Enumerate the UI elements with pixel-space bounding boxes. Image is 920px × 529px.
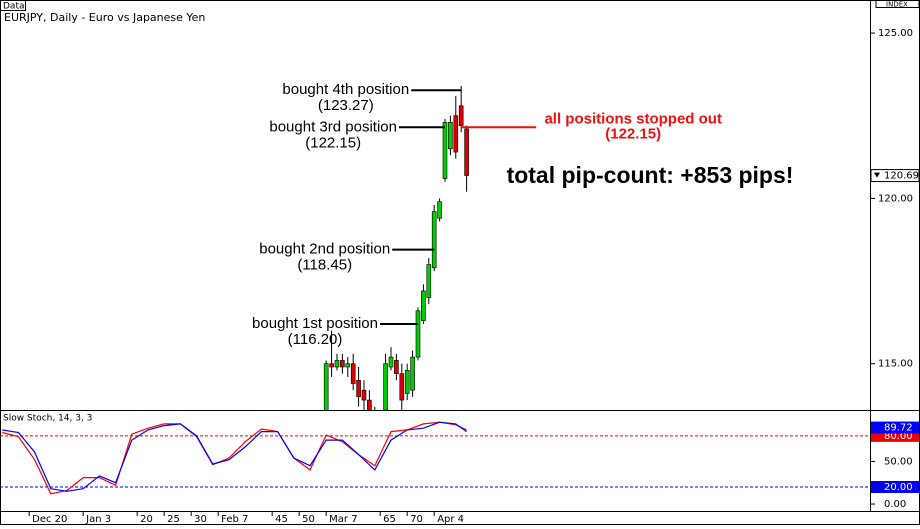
candle-body bbox=[329, 363, 334, 368]
annotation-label: bought 1st position bbox=[252, 315, 378, 332]
data-tab[interactable] bbox=[0, 0, 26, 11]
x-tick-label: Dec 20 bbox=[32, 514, 67, 525]
level-box bbox=[871, 480, 919, 493]
candle-body bbox=[323, 363, 329, 410]
y-tick-label: 115.00 bbox=[878, 359, 913, 370]
annotation-price: (123.27) bbox=[318, 97, 374, 114]
x-tick-label: 20 bbox=[140, 514, 153, 525]
candle-body bbox=[431, 211, 437, 269]
candle-body bbox=[421, 290, 426, 322]
chart-title: EURJPY, Daily - Euro vs Japanese Yen bbox=[4, 11, 205, 24]
annotation-label: bought 3rd position bbox=[269, 118, 397, 135]
x-tick-label: 70 bbox=[410, 514, 423, 525]
stop-label: all positions stopped out bbox=[544, 110, 722, 127]
candle-body bbox=[415, 310, 421, 358]
index-tab-label: INDEX bbox=[886, 1, 908, 9]
price-pane bbox=[323, 85, 469, 410]
candle-body bbox=[356, 379, 361, 398]
candle-body bbox=[437, 201, 442, 219]
annotation-price: (122.15) bbox=[305, 134, 361, 151]
y-tick-label: 0.00 bbox=[884, 499, 906, 510]
x-tick-label: Mar 7 bbox=[329, 514, 357, 525]
candle-body bbox=[464, 128, 469, 176]
y-tick-label: 50.00 bbox=[884, 456, 913, 467]
candle-body bbox=[453, 115, 459, 153]
candle-body bbox=[334, 360, 340, 368]
indicator-title: Slow Stoch, 14, 3, 3 bbox=[3, 414, 92, 424]
candle-body bbox=[350, 363, 356, 384]
index-tab[interactable] bbox=[875, 0, 920, 8]
level-label: 80.00 bbox=[884, 431, 913, 442]
stoch-line bbox=[2, 421, 467, 492]
candle-body bbox=[367, 399, 372, 410]
candle-body bbox=[383, 363, 388, 410]
annotation-label: bought 2nd position bbox=[259, 241, 390, 258]
x-tick-label: 30 bbox=[194, 514, 207, 525]
annotation-price: (118.45) bbox=[297, 257, 352, 274]
x-tick-label: 65 bbox=[383, 514, 396, 525]
x-tick-label: 45 bbox=[275, 514, 288, 525]
candle-body bbox=[345, 363, 351, 368]
candle-body bbox=[340, 360, 345, 368]
candle-body bbox=[426, 264, 432, 298]
last-price-box bbox=[870, 169, 920, 183]
candle-body bbox=[448, 122, 453, 150]
x-tick-label: Feb 7 bbox=[221, 514, 248, 525]
x-tick-label: Apr 4 bbox=[437, 514, 464, 525]
x-tick-label: Jan 3 bbox=[85, 514, 111, 525]
x-tick-label: 50 bbox=[302, 514, 315, 525]
level-label: 20.00 bbox=[884, 482, 913, 493]
candle-body bbox=[388, 356, 394, 368]
last-value-box bbox=[871, 421, 919, 434]
candle-body bbox=[361, 389, 367, 401]
last-price-label: 120.69 bbox=[884, 171, 919, 182]
annotation-price: (116.20) bbox=[288, 331, 343, 348]
stoch-line bbox=[2, 421, 467, 495]
candle-body bbox=[399, 373, 405, 401]
stop-price: (122.15) bbox=[605, 125, 661, 142]
annotation-label: bought 4th position bbox=[282, 81, 409, 98]
last-price-arrow bbox=[874, 172, 880, 178]
last-value-label: 89.72 bbox=[884, 423, 913, 434]
y-tick-label: 120.00 bbox=[878, 193, 913, 204]
stoch-pane bbox=[0, 421, 870, 495]
y-tick-label: 125.00 bbox=[878, 28, 913, 39]
candle-body bbox=[442, 122, 448, 179]
candle-body bbox=[404, 370, 410, 394]
candle-body bbox=[394, 360, 399, 374]
data-tab-label: Data bbox=[3, 2, 25, 12]
candle-body bbox=[458, 105, 464, 126]
x-tick-label: 25 bbox=[167, 514, 180, 525]
candle-body bbox=[410, 356, 415, 391]
pip-note: total pip-count: +853 pips! bbox=[507, 162, 794, 188]
